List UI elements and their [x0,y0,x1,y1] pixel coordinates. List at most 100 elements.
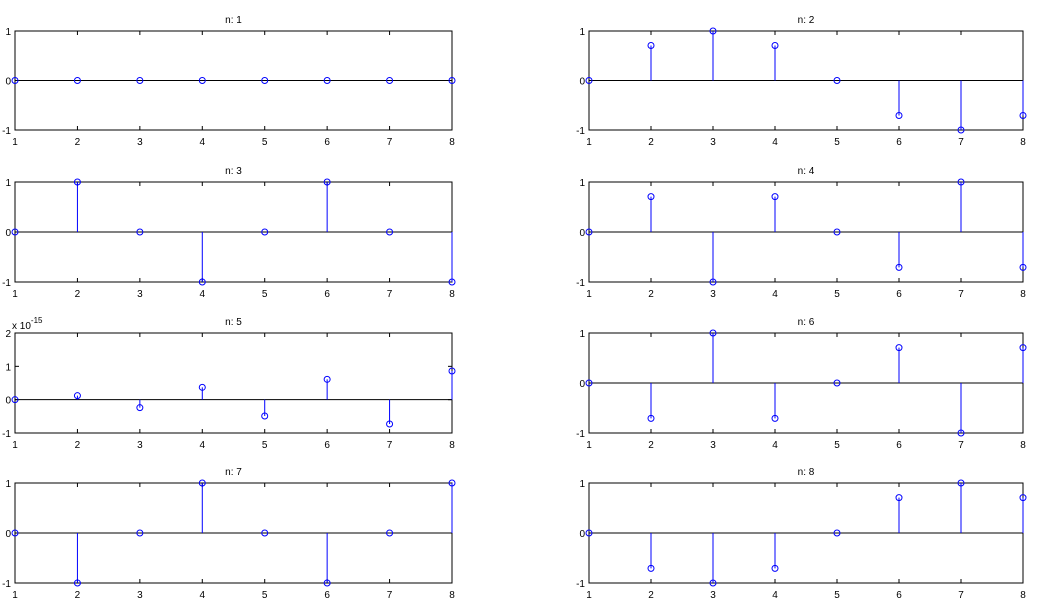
y-tick-label: 0 [5,396,11,407]
x-tick-label: 4 [772,590,778,601]
x-tick-label: 2 [75,590,81,601]
x-tick-label: 6 [324,440,330,451]
stem-marker [198,278,206,286]
x-tick-label: 5 [262,590,268,601]
stem-marker [585,529,593,537]
stem-marker [136,228,144,236]
x-tick-label: 4 [772,289,778,300]
stem-marker [895,494,903,502]
x-tick-label: 3 [710,440,716,451]
y-axis-multiplier: x 10-15 [12,316,43,332]
x-tick-label: 3 [137,440,143,451]
subplot-title: n: 3 [225,166,242,177]
stem-marker [709,278,717,286]
y-tick-label: 1 [579,329,585,340]
x-tick-label: 4 [200,590,206,601]
x-tick-label: 7 [387,137,393,148]
y-tick-label: 1 [579,479,585,490]
subplot-title: n: 8 [798,467,815,478]
y-tick-label: -1 [576,278,585,289]
stem-marker [585,379,593,387]
subplot-title: n: 4 [798,166,815,177]
x-tick-label: 6 [896,137,902,148]
x-tick-label: 5 [834,289,840,300]
y-tick-label: 1 [5,27,11,38]
stem-marker [136,529,144,537]
stem-marker [261,77,269,84]
x-tick-label: 6 [324,137,330,148]
stem-marker [647,41,655,49]
y-tick-label: 0 [5,228,11,239]
x-tick-label: 8 [1020,440,1026,451]
stem-marker [11,529,19,537]
x-tick-label: 3 [137,590,143,601]
x-tick-label: 7 [958,440,964,451]
y-tick-label: -1 [2,278,11,289]
subplot-8: n: 8 1 2 3 4 5 6 7 8 -1 0 1 [576,467,1027,601]
stem-marker [709,579,717,587]
x-tick-label: 4 [200,440,206,451]
x-tick-label: 6 [896,289,902,300]
subplot-6: n: 6 1 2 3 4 5 6 7 8 -1 0 1 [576,317,1027,451]
stem-marker [957,126,965,134]
stem-marker [957,429,965,437]
x-tick-label: 2 [648,590,654,601]
stem-marker [585,77,593,84]
stem-marker [957,479,965,487]
y-tick-label: -1 [576,579,585,590]
y-tick-label: -1 [576,429,585,440]
stem-marker [833,529,841,537]
x-tick-label: 1 [586,289,592,300]
y-tick-label: 1 [579,178,585,189]
stem-marker [1019,344,1027,352]
x-tick-label: 3 [137,289,143,300]
x-tick-label: 5 [262,289,268,300]
x-tick-label: 5 [834,440,840,451]
x-tick-label: 2 [648,440,654,451]
stem-marker [386,228,394,236]
x-tick-label: 2 [75,440,81,451]
stem-marker [647,564,655,572]
x-tick-label: 5 [262,440,268,451]
stem-marker [261,228,269,236]
x-tick-label: 7 [387,440,393,451]
stem-marker [261,529,269,537]
x-tick-label: 3 [710,590,716,601]
stem-marker [771,414,779,422]
x-tick-label: 8 [1020,137,1026,148]
y-tick-label: 0 [5,529,11,540]
y-tick-label: 0 [579,379,585,390]
x-tick-label: 5 [262,137,268,148]
x-tick-label: 4 [772,440,778,451]
stem-marker [323,178,331,186]
stem-marker [386,77,394,84]
y-tick-label: 1 [5,178,11,189]
stem-marker [1019,263,1027,271]
stem-marker [771,564,779,572]
stem-marker [73,579,81,587]
subplot-title: n: 7 [225,467,242,478]
x-tick-label: 7 [958,289,964,300]
y-tick-label: -1 [2,579,11,590]
stem-marker [833,379,841,387]
x-tick-label: 5 [834,137,840,148]
x-tick-label: 4 [200,289,206,300]
stem-marker [11,77,19,84]
stem-marker [647,193,655,201]
stem-marker [261,412,269,420]
x-tick-label: 5 [834,590,840,601]
stem-marker [323,579,331,587]
stem-marker [73,392,81,400]
stem-marker [585,228,593,236]
x-tick-label: 3 [137,137,143,148]
x-tick-label: 8 [449,137,455,148]
y-tick-label: 0 [579,228,585,239]
x-tick-label: 8 [449,289,455,300]
stem-marker [448,479,456,487]
stem-marker [895,344,903,352]
y-tick-label: 1 [579,27,585,38]
subplot-title: n: 6 [798,317,815,328]
x-tick-label: 7 [387,289,393,300]
stem-marker [386,529,394,537]
x-tick-label: 3 [710,137,716,148]
